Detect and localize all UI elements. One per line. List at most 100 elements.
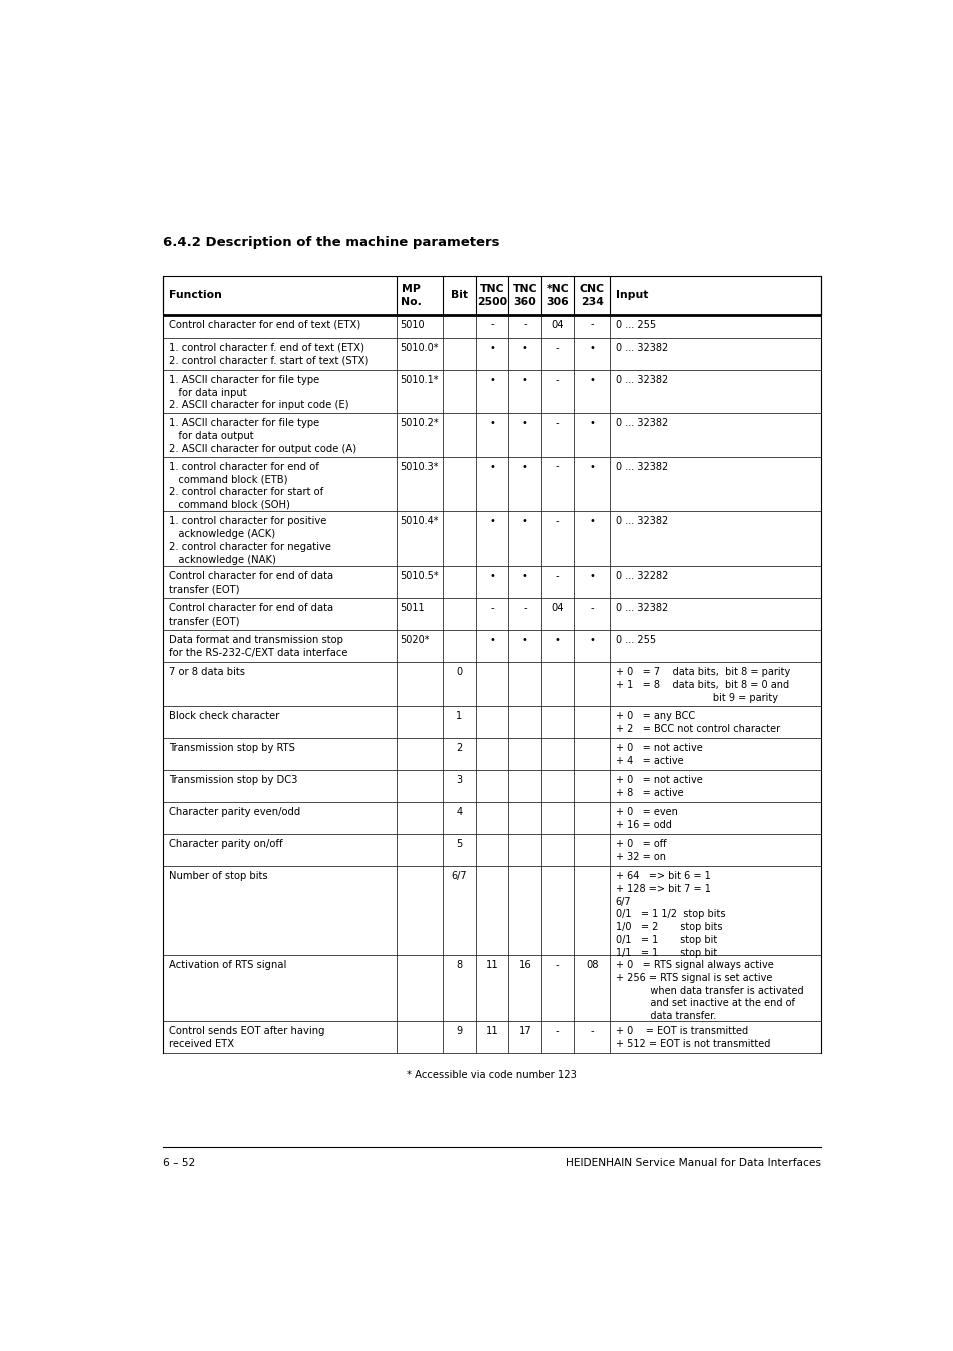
Text: •: •	[489, 419, 495, 428]
Text: -: -	[556, 419, 559, 428]
Text: 1. control character f. end of text (ETX)
2. control character f. start of text : 1. control character f. end of text (ETX…	[169, 343, 368, 366]
Text: -: -	[556, 516, 559, 527]
Text: -: -	[556, 374, 559, 385]
Text: 8: 8	[456, 961, 462, 970]
Text: -: -	[490, 604, 494, 613]
Text: 5: 5	[456, 839, 462, 848]
Text: + 0   = not active
+ 8   = active: + 0 = not active + 8 = active	[615, 775, 701, 797]
Text: •: •	[489, 635, 495, 646]
Text: 0 ... 32382: 0 ... 32382	[615, 462, 667, 471]
Text: CNC
234: CNC 234	[579, 284, 604, 307]
Text: 0 ... 32282: 0 ... 32282	[615, 571, 667, 581]
Text: + 0   = not active
+ 4   = active: + 0 = not active + 4 = active	[615, 743, 701, 766]
Text: 0 ... 255: 0 ... 255	[615, 635, 655, 646]
Text: + 0   = RTS signal always active
+ 256 = RTS signal is set active
           whe: + 0 = RTS signal always active + 256 = R…	[615, 961, 802, 1021]
Text: 5010: 5010	[399, 320, 424, 330]
Text: 7 or 8 data bits: 7 or 8 data bits	[169, 667, 245, 677]
Text: 1. control character for positive
   acknowledge (ACK)
2. control character for : 1. control character for positive acknow…	[169, 516, 331, 565]
Text: •: •	[589, 516, 595, 527]
Text: •: •	[489, 516, 495, 527]
Text: •: •	[589, 419, 595, 428]
Text: 5011: 5011	[399, 604, 424, 613]
Text: 5010.2*: 5010.2*	[399, 419, 438, 428]
Text: •: •	[521, 571, 527, 581]
Text: 0 ... 255: 0 ... 255	[615, 320, 655, 330]
Text: 3: 3	[456, 775, 462, 785]
Text: •: •	[489, 571, 495, 581]
Text: 0: 0	[456, 667, 462, 677]
Text: Transmission stop by DC3: Transmission stop by DC3	[169, 775, 297, 785]
Text: 0 ... 32382: 0 ... 32382	[615, 343, 667, 353]
Text: 2: 2	[456, 743, 462, 753]
Text: 0 ... 32382: 0 ... 32382	[615, 419, 667, 428]
Text: 0 ... 32382: 0 ... 32382	[615, 604, 667, 613]
Text: •: •	[521, 635, 527, 646]
Text: •: •	[521, 462, 527, 471]
Text: •: •	[489, 462, 495, 471]
Text: Activation of RTS signal: Activation of RTS signal	[169, 961, 286, 970]
Text: Character parity on/off: Character parity on/off	[169, 839, 282, 848]
Text: •: •	[589, 635, 595, 646]
Text: Control sends EOT after having
received ETX: Control sends EOT after having received …	[169, 1027, 324, 1048]
Text: 9: 9	[456, 1027, 462, 1036]
Text: + 0   = any BCC
+ 2   = BCC not control character: + 0 = any BCC + 2 = BCC not control char…	[615, 711, 779, 734]
Text: 04: 04	[551, 604, 563, 613]
Text: 6.4.2 Description of the machine parameters: 6.4.2 Description of the machine paramet…	[163, 236, 499, 249]
Text: Input: Input	[615, 290, 647, 300]
Text: •: •	[521, 343, 527, 353]
Text: TNC
2500: TNC 2500	[476, 284, 507, 307]
Text: + 64   => bit 6 = 1
+ 128 => bit 7 = 1
6/7
0/1   = 1 1/2  stop bits
1/0   = 2   : + 64 => bit 6 = 1 + 128 => bit 7 = 1 6/7…	[615, 871, 724, 958]
Text: •: •	[589, 343, 595, 353]
Text: -: -	[556, 961, 559, 970]
Text: 04: 04	[551, 320, 563, 330]
Text: 4: 4	[456, 807, 462, 817]
Text: + 0   = even
+ 16 = odd: + 0 = even + 16 = odd	[615, 807, 677, 830]
Text: 11: 11	[485, 1027, 497, 1036]
Text: Block check character: Block check character	[169, 711, 279, 720]
Text: HEIDENHAIN Service Manual for Data Interfaces: HEIDENHAIN Service Manual for Data Inter…	[565, 1159, 820, 1169]
Text: •: •	[489, 343, 495, 353]
Text: •: •	[589, 374, 595, 385]
Text: •: •	[489, 374, 495, 385]
Text: Data format and transmission stop
for the RS-232-C/EXT data interface: Data format and transmission stop for th…	[169, 635, 347, 658]
Text: 6 – 52: 6 – 52	[163, 1159, 195, 1169]
Text: 1. control character for end of
   command block (ETB)
2. control character for : 1. control character for end of command …	[169, 462, 323, 509]
Text: -: -	[590, 604, 594, 613]
Text: 17: 17	[518, 1027, 531, 1036]
Text: -: -	[556, 343, 559, 353]
Text: 16: 16	[518, 961, 531, 970]
Text: Number of stop bits: Number of stop bits	[169, 871, 267, 881]
Text: Control character for end of text (ETX): Control character for end of text (ETX)	[169, 320, 359, 330]
Text: •: •	[589, 462, 595, 471]
Text: -: -	[522, 604, 526, 613]
Text: + 0   = 7    data bits,  bit 8 = parity
+ 1   = 8    data bits,  bit 8 = 0 and
 : + 0 = 7 data bits, bit 8 = parity + 1 = …	[615, 667, 789, 703]
Text: -: -	[590, 320, 594, 330]
Text: Control character for end of data
transfer (EOT): Control character for end of data transf…	[169, 571, 333, 594]
Text: 1: 1	[456, 711, 462, 720]
Text: -: -	[556, 462, 559, 471]
Text: 5010.5*: 5010.5*	[399, 571, 438, 581]
Text: •: •	[521, 419, 527, 428]
Text: Transmission stop by RTS: Transmission stop by RTS	[169, 743, 294, 753]
Text: 5010.3*: 5010.3*	[399, 462, 437, 471]
Text: MP
No.: MP No.	[400, 284, 421, 307]
Text: 1. ASCII character for file type
   for data output
2. ASCII character for outpu: 1. ASCII character for file type for dat…	[169, 419, 355, 454]
Text: 5010.1*: 5010.1*	[399, 374, 437, 385]
Text: -: -	[490, 320, 494, 330]
Text: •: •	[521, 374, 527, 385]
Text: •: •	[521, 516, 527, 527]
Text: + 0   = off
+ 32 = on: + 0 = off + 32 = on	[615, 839, 665, 862]
Text: Control character for end of data
transfer (EOT): Control character for end of data transf…	[169, 604, 333, 626]
Text: -: -	[556, 1027, 559, 1036]
Text: 11: 11	[485, 961, 497, 970]
Text: -: -	[556, 571, 559, 581]
Text: Character parity even/odd: Character parity even/odd	[169, 807, 300, 817]
Text: Bit: Bit	[450, 290, 467, 300]
Text: 5020*: 5020*	[399, 635, 429, 646]
Text: •: •	[589, 571, 595, 581]
Text: TNC
360: TNC 360	[512, 284, 537, 307]
Text: 0 ... 32382: 0 ... 32382	[615, 516, 667, 527]
Text: 08: 08	[585, 961, 598, 970]
Text: •: •	[555, 635, 560, 646]
Text: + 0    = EOT is transmitted
+ 512 = EOT is not transmitted: + 0 = EOT is transmitted + 512 = EOT is …	[615, 1027, 769, 1048]
